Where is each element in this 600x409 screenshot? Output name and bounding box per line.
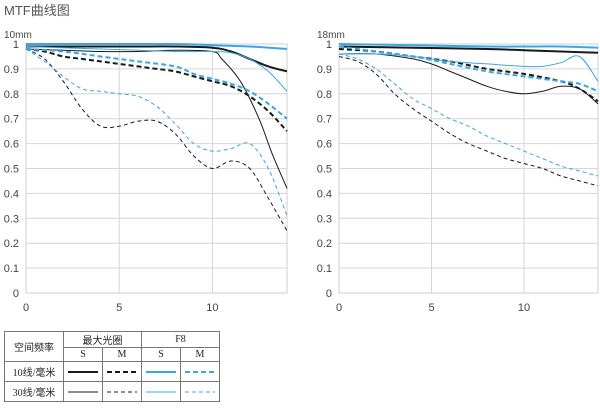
legend-swatch-10-m-max: [102, 361, 142, 382]
y-tick-10mm-5: 0.5: [4, 164, 19, 176]
series-line-18mm-30-m-max: [338, 56, 599, 187]
legend-swatch-30-s-max: [63, 381, 103, 402]
legend-col-frequency: 空间频率: [4, 331, 64, 362]
y-tick-10mm-8: 0.8: [4, 89, 19, 101]
y-tick-10mm-4: 0.4: [4, 188, 19, 200]
y-tick-10mm-6: 0.6: [4, 139, 19, 151]
chart-title-10mm: 10mm: [4, 30, 32, 41]
y-tick-10mm-1: 0.1: [4, 263, 19, 275]
mtf-chart-18mm: 18mm 0 0.1 0.2 0.3 0.4 0.5 0.6 0.7 0.8 0.9 1 0 5 10: [312, 0, 600, 323]
plot-frame-18mm: [338, 43, 599, 294]
x-tick-10mm-0: 0: [23, 302, 29, 314]
legend-table: 空间频率 最大光圈 F8 S M S M 10线/毫米 30线/毫米: [4, 331, 220, 402]
series-line-10mm-30-m-f8: [25, 48, 288, 216]
series-line-18mm-30-s-f8: [338, 53, 599, 82]
legend-swatch-10-s-f8: [141, 361, 181, 382]
y-tick-18mm-7: 0.7: [317, 114, 332, 126]
legend-sub-m-max: M: [102, 347, 142, 362]
y-tick-18mm-2: 0.2: [317, 238, 332, 250]
x-tick-10mm-2: 10: [206, 302, 218, 314]
y-tick-18mm-3: 0.3: [317, 213, 332, 225]
series-line-10mm-10-s-f8: [25, 42, 288, 50]
series-line-10mm-10-m-max: [25, 48, 288, 132]
y-tick-10mm-3: 0.3: [4, 213, 19, 225]
series-line-18mm-10-m-f8: [338, 45, 599, 93]
page-title: MTF曲线图: [4, 3, 70, 18]
series-line-18mm-10-s-f8: [338, 43, 599, 49]
series-line-10mm-10-s-max: [26, 45, 288, 73]
legend-col-f8: F8: [141, 331, 220, 348]
y-tick-18mm-9: 0.9: [317, 64, 332, 76]
y-tick-18mm-4: 0.4: [317, 188, 332, 200]
y-tick-18mm-10: 1: [326, 39, 332, 51]
y-tick-18mm-0: 0: [326, 288, 332, 300]
y-tick-10mm-2: 0.2: [4, 238, 19, 250]
y-tick-10mm-9: 0.9: [4, 64, 19, 76]
legend-sub-s-f8: S: [141, 347, 181, 362]
y-tick-18mm-1: 0.1: [317, 263, 332, 275]
legend-row-30: 30线/毫米: [4, 381, 64, 402]
y-tick-18mm-5: 0.5: [317, 164, 332, 176]
legend-swatch-30-m-f8: [180, 381, 220, 402]
y-tick-18mm-8: 0.8: [317, 89, 332, 101]
legend-swatch-30-s-f8: [141, 381, 181, 402]
x-tick-10mm-1: 5: [116, 302, 122, 314]
y-tick-10mm-7: 0.7: [4, 114, 19, 126]
series-line-10mm-30-s-f8: [25, 46, 288, 92]
x-tick-18mm-0: 0: [336, 302, 342, 314]
series-line-18mm-10-s-max: [338, 45, 599, 54]
series-line-18mm-30-s-max: [338, 53, 599, 105]
legend-sub-s-max: S: [63, 347, 103, 362]
x-tick-18mm-1: 5: [428, 302, 434, 314]
chart-title-18mm: 18mm: [317, 30, 345, 41]
y-tick-10mm-10: 1: [13, 39, 19, 51]
legend-col-max-aperture: 最大光圈: [63, 331, 142, 348]
series-line-10mm-10-m-f8: [25, 48, 288, 120]
legend-sub-m-f8: M: [180, 347, 220, 362]
y-tick-18mm-6: 0.6: [317, 139, 332, 151]
mtf-chart-10mm: 10mm 0 0.1 0.2 0.3 0.4 0.5 0.6 0.7 0.8 0.9 1 0 5 10: [0, 0, 300, 323]
series-line-18mm-30-m-f8: [338, 53, 599, 177]
y-tick-10mm-0: 0: [13, 288, 19, 300]
series-line-10mm-30-m-max: [25, 48, 288, 232]
legend-swatch-30-m-max: [102, 381, 142, 402]
legend-swatch-10-s-max: [63, 361, 103, 382]
legend-row-10: 10线/毫米: [4, 361, 64, 382]
legend-swatch-10-m-f8: [180, 361, 220, 382]
x-tick-18mm-2: 10: [518, 302, 530, 314]
